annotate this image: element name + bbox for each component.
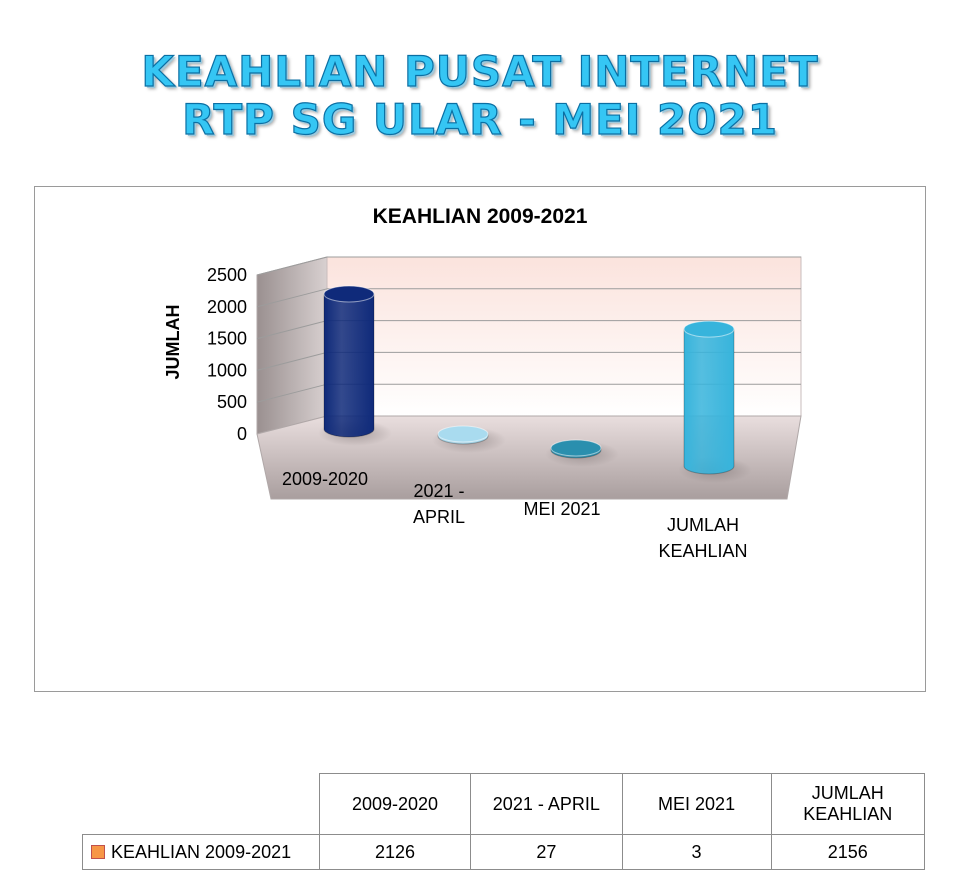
gridline-side <box>256 288 328 308</box>
data-table-header: 2021 - APRIL <box>470 773 623 835</box>
gridline-side <box>256 351 328 371</box>
bar-top <box>683 320 735 338</box>
data-table-corner <box>83 774 320 835</box>
bars <box>318 285 752 483</box>
data-table-header-row: 2009-2020 2021 - APRIL MEI 2021 JUMLAH K… <box>83 773 926 835</box>
bar-top <box>437 425 489 443</box>
bar <box>432 425 506 453</box>
slide-title-line2: RTP SG ULAR - MEI 2021 <box>181 95 778 144</box>
chart-frame: KEAHLIAN 2009-2021 JUMLAH 0 500 1000 1500 20… <box>34 186 926 870</box>
chart-floor <box>256 415 802 500</box>
bar-top <box>550 439 602 457</box>
category-label: 2009-2020 <box>282 469 368 489</box>
y-tick-label: 1500 <box>207 329 247 349</box>
y-tick-label: 500 <box>217 392 247 412</box>
legend-swatch <box>91 844 105 859</box>
data-table: 2009-2020 2021 - APRIL MEI 2021 JUMLAH K… <box>82 773 926 870</box>
bar <box>318 285 392 446</box>
category-label: APRIL <box>413 507 465 527</box>
category-label: MEI 2021 <box>523 499 600 519</box>
data-table-row: KEAHLIAN 2009-2021 2126 27 3 2156 <box>82 834 926 870</box>
gridline-side <box>256 383 328 403</box>
category-labels: 2009-2020 2021 - APRIL MEI 2021 JUMLAH KEAHLI… <box>282 469 748 561</box>
bar <box>678 320 752 483</box>
data-table-row-label: KEAHLIAN 2009-2021 <box>82 834 320 870</box>
y-tick-label: 2000 <box>207 297 247 317</box>
data-table-cell: 2156 <box>770 834 926 870</box>
bar-body <box>683 328 735 475</box>
data-table-cell: 27 <box>470 834 623 870</box>
data-table-cell: 3 <box>621 834 772 870</box>
gridline-side <box>256 256 328 276</box>
bar-top <box>323 285 375 303</box>
y-tick-label: 2500 <box>207 265 247 285</box>
y-tick-label: 1000 <box>207 360 247 380</box>
slide-title-line1: KEAHLIAN PUSAT INTERNET <box>141 47 819 96</box>
data-table-header: MEI 2021 <box>621 773 772 835</box>
data-table-header: 2009-2020 <box>318 773 472 835</box>
y-axis-label: JUMLAH <box>163 305 183 380</box>
category-label: 2021 - <box>413 481 464 501</box>
legend-label: KEAHLIAN 2009-2021 <box>111 841 292 862</box>
data-table-header: JUMLAH KEAHLIAN <box>770 773 926 835</box>
chart-side-wall <box>256 256 328 435</box>
slide-title: KEAHLIAN PUSAT INTERNET RTP SG ULAR - ME… <box>0 47 960 144</box>
category-label: JUMLAH <box>667 515 739 535</box>
y-tick-label: 0 <box>237 424 247 444</box>
y-tick-labels: 0 500 1000 1500 2000 2500 <box>207 265 247 444</box>
bar <box>545 439 619 467</box>
chart-svg: KEAHLIAN 2009-2021 JUMLAH 0 500 1000 1500 20… <box>163 205 802 561</box>
chart-title: KEAHLIAN 2009-2021 <box>373 205 588 228</box>
data-table-cell: 2126 <box>318 834 472 870</box>
category-label: KEAHLIAN <box>658 541 747 561</box>
bar-body <box>323 293 375 438</box>
gridline-side <box>256 320 328 340</box>
